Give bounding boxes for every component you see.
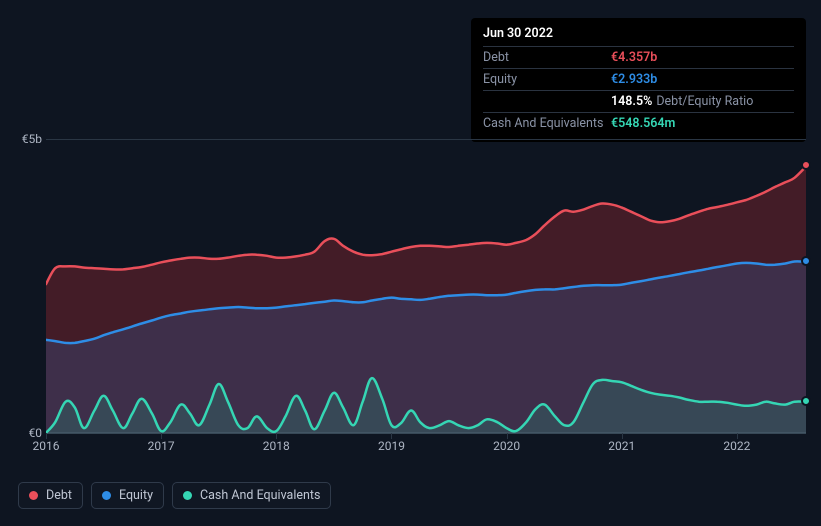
tooltip-label: Debt xyxy=(483,50,611,65)
x-axis-label: 2021 xyxy=(608,439,635,453)
tooltip-value: €2.933b xyxy=(611,72,657,87)
y-axis-label: €0 xyxy=(29,426,43,440)
tooltip-value: 148.5%Debt/Equity Ratio xyxy=(611,94,753,109)
chart-svg xyxy=(46,140,806,434)
legend-label: Debt xyxy=(46,488,72,503)
debt-end-marker xyxy=(801,160,811,170)
tooltip-label: Equity xyxy=(483,72,611,87)
chart-legend: Debt Equity Cash And Equivalents xyxy=(18,482,331,509)
x-axis-label: 2022 xyxy=(723,439,750,453)
x-axis-label: 2019 xyxy=(378,439,405,453)
tooltip-row-debt: Debt €4.357b xyxy=(483,46,794,68)
x-axis-label: 2017 xyxy=(148,439,175,453)
chart[interactable]: €5b €0 2016 2017 2018 2019 2020 2021 2022 xyxy=(18,125,806,470)
x-axis-label: 2020 xyxy=(493,439,520,453)
tooltip-row-equity: Equity €2.933b xyxy=(483,68,794,90)
equity-end-marker xyxy=(801,256,811,266)
legend-dot xyxy=(29,491,38,500)
legend-item-cash[interactable]: Cash And Equivalents xyxy=(172,482,331,509)
legend-label: Equity xyxy=(119,488,153,503)
tooltip-title: Jun 30 2022 xyxy=(483,26,794,46)
chart-plot-area[interactable] xyxy=(46,139,806,433)
legend-dot xyxy=(183,491,192,500)
legend-dot xyxy=(102,491,111,500)
tooltip-label xyxy=(483,94,611,109)
x-axis-label: 2016 xyxy=(33,439,60,453)
tooltip-row-ratio: 148.5%Debt/Equity Ratio xyxy=(483,90,794,112)
y-axis-label: €5b xyxy=(22,132,42,146)
legend-item-debt[interactable]: Debt xyxy=(18,482,83,509)
x-axis-label: 2018 xyxy=(263,439,290,453)
chart-tooltip: Jun 30 2022 Debt €4.357b Equity €2.933b … xyxy=(471,18,806,142)
cash-end-marker xyxy=(801,396,811,406)
tooltip-value: €4.357b xyxy=(611,50,657,65)
legend-item-equity[interactable]: Equity xyxy=(91,482,164,509)
legend-label: Cash And Equivalents xyxy=(200,488,320,503)
x-axis: 2016201720182019202020212022 xyxy=(46,439,806,459)
